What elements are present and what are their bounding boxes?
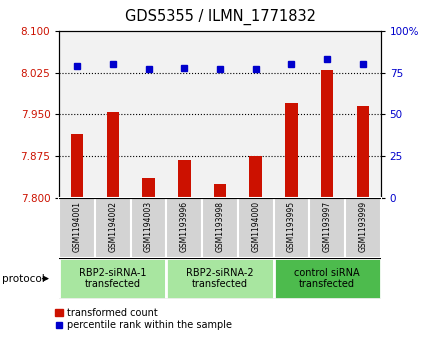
Bar [238, 198, 274, 258]
Bar [274, 198, 309, 258]
Bar [356, 106, 369, 198]
Bar [345, 198, 381, 258]
Bar [178, 160, 191, 198]
Legend: transformed count, percentile rank within the sample: transformed count, percentile rank withi… [55, 308, 232, 330]
Text: GSM1194002: GSM1194002 [108, 201, 117, 252]
Text: GSM1193995: GSM1193995 [287, 201, 296, 252]
Text: GSM1193996: GSM1193996 [180, 201, 189, 252]
Bar [214, 184, 226, 198]
Bar [71, 134, 84, 198]
Bar [274, 258, 381, 299]
Bar [321, 70, 334, 198]
Bar [59, 258, 166, 299]
Text: GDS5355 / ILMN_1771832: GDS5355 / ILMN_1771832 [125, 9, 315, 25]
Bar [285, 103, 297, 198]
Text: GSM1193998: GSM1193998 [216, 201, 224, 252]
Text: RBP2-siRNA-2
transfected: RBP2-siRNA-2 transfected [186, 268, 254, 289]
Text: GSM1194003: GSM1194003 [144, 201, 153, 252]
Text: RBP2-siRNA-1
transfected: RBP2-siRNA-1 transfected [79, 268, 147, 289]
Text: GSM1193999: GSM1193999 [358, 201, 367, 252]
Text: GSM1194000: GSM1194000 [251, 201, 260, 252]
Bar [106, 111, 119, 198]
Bar [202, 198, 238, 258]
Bar [309, 198, 345, 258]
Bar [143, 178, 155, 198]
Text: control siRNA
transfected: control siRNA transfected [294, 268, 360, 289]
Text: GSM1193997: GSM1193997 [323, 201, 332, 252]
Text: protocol: protocol [2, 274, 45, 284]
Bar [249, 155, 262, 198]
Bar [59, 198, 95, 258]
Bar [95, 198, 131, 258]
Bar [166, 258, 274, 299]
Text: GSM1194001: GSM1194001 [73, 201, 82, 252]
Bar [166, 198, 202, 258]
Bar [131, 198, 166, 258]
